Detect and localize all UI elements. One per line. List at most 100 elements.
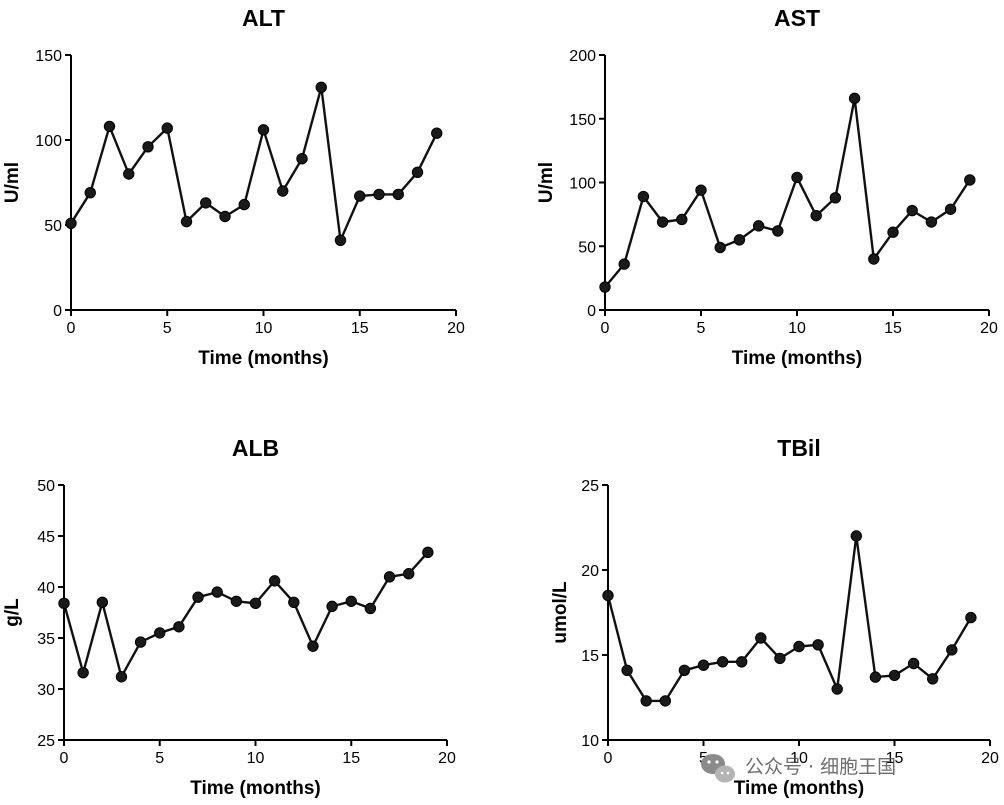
alb-data-point <box>134 636 147 648</box>
ast-y-tick-label: 0 <box>587 303 596 320</box>
ast-y-tick-label: 100 <box>569 176 596 193</box>
alb-series-line <box>62 551 429 678</box>
tbil-data-point <box>946 644 958 656</box>
alb-data-point <box>326 600 338 613</box>
alb-data-point <box>403 568 415 580</box>
ast-x-tick-label: 20 <box>980 320 998 337</box>
tbil-data-point <box>774 652 786 665</box>
tbil-data-point <box>850 530 862 542</box>
alb-chart: ALB 25 30 35 40 45 50 0 5 10 15 20 Time (months) g/L <box>2 435 456 799</box>
alb-x-tick-label: 0 <box>60 750 69 767</box>
alt-y-tick-label: 150 <box>35 48 62 65</box>
alt-data-point <box>142 141 154 153</box>
alb-x-tick-label: 10 <box>247 750 265 767</box>
tbil-x-tick-label: 20 <box>981 750 999 767</box>
tbil-x-axis-label: Time (months) <box>734 778 865 799</box>
alb-data-point <box>288 596 300 608</box>
alt-data-point <box>296 153 308 165</box>
tbil-data-point <box>812 639 824 651</box>
alb-data-point <box>364 602 377 615</box>
ast-x-axis-label: Time (months) <box>732 348 863 369</box>
alt-y-tick-label: 0 <box>53 303 62 320</box>
ast-series-line <box>604 97 971 288</box>
ast-data-point <box>752 220 765 232</box>
ast-y-tick-label: 150 <box>569 112 596 129</box>
tbil-y-axis-label: umol/L <box>550 581 571 644</box>
alb-data-point <box>115 671 128 683</box>
alt-x-tick-label: 20 <box>447 320 465 337</box>
alt-data-point <box>373 188 385 201</box>
tbil-data-point <box>888 669 901 682</box>
alb-y-tick-label: 35 <box>37 631 55 648</box>
tbil-y-tick-label: 25 <box>581 478 599 495</box>
ast-data-point <box>906 204 918 217</box>
alb-y-axis-label: g/L <box>2 598 23 627</box>
ast-data-point <box>868 253 880 265</box>
alt-x-tick-label: 15 <box>351 320 369 337</box>
ast-data-point <box>618 258 630 270</box>
alt-x-tick-label: 0 <box>67 320 76 337</box>
tbil-data-point <box>755 632 767 644</box>
alt-y-tick-label: 100 <box>35 133 62 150</box>
ast-data-point <box>772 225 784 237</box>
tbil-data-point <box>716 656 729 668</box>
alb-data-point <box>154 627 166 639</box>
alb-data-point <box>211 586 223 598</box>
tbil-x-tick-label: 0 <box>604 750 613 767</box>
tbil-y-tick-label: 10 <box>581 733 599 750</box>
tbil-chart: TBil1015202505101520Time (months)umol/L <box>550 435 999 799</box>
alb-data-point <box>345 595 357 607</box>
ast-data-point <box>944 203 957 215</box>
alb-y-tick-label: 30 <box>37 682 55 699</box>
watermark-text: 公众号 · 细胞王国 <box>745 756 896 778</box>
alt-data-point <box>431 127 443 139</box>
alb-data-point <box>192 591 204 603</box>
alb-data-point <box>249 597 262 610</box>
alb-data-point <box>307 640 319 652</box>
ast-y-axis-label: U/ml <box>536 162 557 203</box>
ast-data-point <box>676 213 688 226</box>
ast-data-point <box>599 281 611 293</box>
ast-data-point <box>829 192 842 204</box>
ast-x-tick-label: 15 <box>884 320 902 337</box>
alt-data-point <box>411 166 424 179</box>
tbil-data-point <box>640 695 652 707</box>
alb-data-point <box>383 571 396 583</box>
ast-x-tick-label: 0 <box>601 320 610 337</box>
ast-x-tick-label: 5 <box>697 320 706 337</box>
ast-data-point <box>791 171 803 184</box>
alb-data-point <box>173 621 185 633</box>
alb-x-tick-label: 5 <box>155 750 164 767</box>
alt-series-line <box>69 86 438 242</box>
tbil-data-point <box>736 656 748 668</box>
tbil-title: TBil <box>777 435 820 461</box>
ast-data-point <box>656 216 669 228</box>
tbil-data-point <box>621 664 633 676</box>
alt-data-point <box>200 197 212 209</box>
alb-data-point <box>268 575 281 587</box>
alt-chart: ALT 0 50 100 150 0 5 10 15 20 Time (months) U/ml <box>2 5 465 369</box>
alt-y-axis-label: U/ml <box>2 162 23 203</box>
alt-data-point <box>334 234 347 247</box>
alt-data-point <box>103 120 116 133</box>
alb-x-axis-label: Time (months) <box>190 778 321 799</box>
tbil-y-tick-label: 15 <box>581 648 599 665</box>
ast-data-point <box>637 190 650 203</box>
tbil-data-point <box>602 589 614 602</box>
ast-y-tick-label: 50 <box>578 239 596 256</box>
alb-data-point <box>96 596 109 608</box>
tbil-data-point <box>678 664 691 676</box>
ast-data-point <box>733 234 746 246</box>
alb-y-tick-label: 45 <box>37 529 55 546</box>
tbil-data-point <box>907 657 920 670</box>
ast-data-point <box>714 241 726 254</box>
alt-data-point <box>219 210 231 223</box>
alt-x-tick-label: 10 <box>255 320 273 337</box>
alt-data-point <box>238 198 250 211</box>
alt-data-point <box>65 217 77 230</box>
alt-data-point <box>123 168 135 180</box>
tbil-x-tick-label: 15 <box>886 750 904 767</box>
alb-x-tick-label: 15 <box>342 750 360 767</box>
alb-title: ALB <box>232 435 279 461</box>
